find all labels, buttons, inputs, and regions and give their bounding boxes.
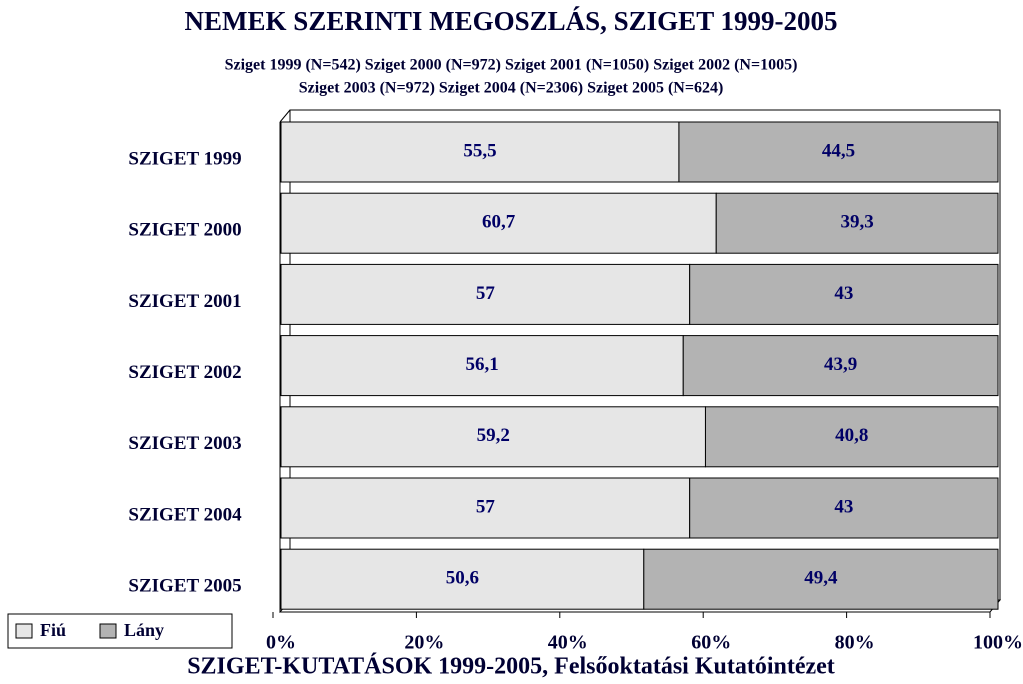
bar-segment	[643, 548, 999, 610]
data-label: 56,1	[465, 354, 498, 375]
data-label: 57	[476, 283, 496, 304]
bar-segment	[280, 548, 645, 610]
data-label: 44,5	[822, 140, 855, 161]
x-tick-label: 60%	[691, 632, 731, 654]
data-label: 50,6	[446, 568, 479, 589]
data-label: 49,4	[804, 568, 838, 589]
bar-segment	[280, 263, 691, 325]
y-tick-label: SZIGET 2003	[128, 433, 241, 454]
data-label: 39,3	[840, 212, 873, 233]
x-tick-label: 0%	[266, 632, 296, 654]
y-tick-label: SZIGET 2001	[128, 291, 241, 312]
y-tick-label: SZIGET 2000	[128, 220, 241, 241]
bar-segment	[280, 406, 706, 468]
bar-segment	[689, 477, 999, 539]
chart-subtitle: Sziget 2003 (N=972) Sziget 2004 (N=2306)…	[299, 80, 724, 97]
bar-segment	[704, 406, 999, 468]
bar-segment	[678, 121, 999, 183]
x-tick-label: 40%	[548, 632, 588, 654]
chart-caption: SZIGET-KUTATÁSOK 1999-2005, Felsőoktatás…	[187, 654, 835, 680]
legend-box	[7, 613, 233, 649]
data-label: 55,5	[463, 140, 496, 161]
data-label: 59,2	[477, 425, 510, 446]
x-tick-label: 20%	[404, 632, 444, 654]
data-label: 43	[834, 283, 853, 304]
data-label: 57	[476, 496, 496, 517]
chart-title: NEMEK SZERINTI MEGOSZLÁS, SZIGET 1999-20…	[185, 6, 838, 36]
y-tick-label: SZIGET 1999	[128, 148, 241, 169]
legend-swatch	[99, 623, 117, 639]
chart-subtitle: Sziget 1999 (N=542) Sziget 2000 (N=972) …	[225, 57, 798, 74]
x-tick-label: 100%	[973, 632, 1023, 654]
data-label: 40,8	[835, 425, 868, 446]
bar-segment	[689, 263, 999, 325]
bar-segment	[280, 477, 691, 539]
data-label: 43,9	[824, 354, 857, 375]
y-tick-label: SZIGET 2004	[128, 504, 242, 525]
legend-label: Lány	[124, 620, 164, 640]
x-tick-label: 80%	[835, 632, 875, 654]
bar-segment	[682, 335, 999, 397]
side-wall-edge	[279, 109, 291, 123]
y-tick-label: SZIGET 2002	[128, 362, 241, 383]
legend-swatch	[15, 623, 33, 639]
data-label: 43	[834, 496, 853, 517]
bar-segment	[715, 192, 999, 254]
legend-label: Fiú	[40, 620, 66, 640]
data-label: 60,7	[482, 212, 516, 233]
y-tick-label: SZIGET 2005	[128, 576, 241, 597]
bar-segment	[280, 335, 684, 397]
